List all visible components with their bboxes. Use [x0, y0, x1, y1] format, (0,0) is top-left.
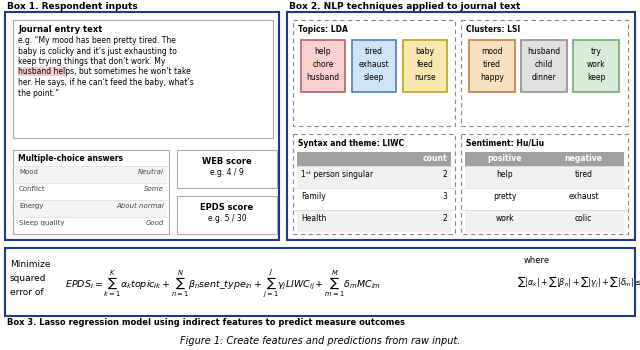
Text: exhaust: exhaust: [568, 192, 599, 201]
Bar: [177, 150, 277, 188]
Text: nurse: nurse: [414, 73, 436, 82]
Text: $\sum|\alpha_k|+\sum|\beta_n|+\sum|\gamma_j|+\sum|\delta_m|\leq t$: $\sum|\alpha_k|+\sum|\beta_n|+\sum|\gamm…: [517, 274, 640, 289]
Text: Mood: Mood: [19, 169, 38, 175]
Text: Some: Some: [144, 186, 164, 192]
Text: Topics: LDA: Topics: LDA: [298, 25, 348, 34]
Text: baby is colicky and it’s just exhausting to: baby is colicky and it’s just exhausting…: [18, 47, 177, 56]
Text: Family: Family: [301, 192, 326, 201]
Bar: [297, 152, 451, 166]
Text: try: try: [591, 47, 602, 56]
Bar: [469, 40, 515, 92]
Text: 2: 2: [442, 214, 447, 223]
Bar: [465, 188, 624, 210]
Text: 1ˢᵗ person singular: 1ˢᵗ person singular: [301, 170, 373, 179]
Text: help: help: [315, 47, 332, 56]
Text: e.g. 5 / 30: e.g. 5 / 30: [208, 214, 246, 223]
Text: count: count: [422, 154, 447, 163]
Bar: [352, 40, 396, 92]
Bar: [15, 217, 167, 234]
Bar: [5, 248, 635, 316]
Text: husband: husband: [307, 73, 340, 82]
Text: About normal: About normal: [116, 203, 164, 209]
Text: tired: tired: [483, 60, 501, 69]
Bar: [177, 196, 277, 234]
Bar: [465, 152, 624, 166]
Text: husband helps, but sometimes he won’t take: husband helps, but sometimes he won’t ta…: [18, 68, 191, 77]
Text: baby: baby: [415, 47, 435, 56]
Bar: [521, 40, 567, 92]
Text: pretty: pretty: [493, 192, 516, 201]
Text: WEB score: WEB score: [202, 157, 252, 166]
Text: sleep: sleep: [364, 73, 384, 82]
Bar: [403, 40, 447, 92]
Bar: [287, 12, 635, 240]
Text: child: child: [535, 60, 553, 69]
Text: EPDS score: EPDS score: [200, 203, 253, 212]
Bar: [13, 20, 273, 138]
Bar: [297, 166, 451, 188]
Text: Box 2. NLP techniques applied to journal text: Box 2. NLP techniques applied to journal…: [289, 2, 520, 11]
Text: exhaust: exhaust: [358, 60, 389, 69]
Text: the point.”: the point.”: [18, 89, 59, 98]
Text: Good: Good: [146, 220, 164, 226]
Text: feed: feed: [417, 60, 433, 69]
Bar: [461, 134, 628, 234]
Bar: [301, 40, 345, 92]
Text: Health: Health: [301, 214, 326, 223]
Bar: [465, 166, 624, 188]
Text: Journal entry text: Journal entry text: [18, 25, 102, 34]
Bar: [293, 134, 455, 234]
Text: where: where: [524, 256, 550, 265]
Text: negative: negative: [564, 154, 602, 163]
Text: keep trying things that don’t work. My: keep trying things that don’t work. My: [18, 57, 165, 66]
Text: Multiple-choice answers: Multiple-choice answers: [18, 154, 123, 163]
Text: her. He says, if he can’t feed the baby, what’s: her. He says, if he can’t feed the baby,…: [18, 78, 194, 87]
Bar: [297, 188, 451, 210]
Text: $EPDS_i = \sum_{k=1}^{K}\alpha_k topic_{ik} + \sum_{n=1}^{N}\beta_n sent\_type_{: $EPDS_i = \sum_{k=1}^{K}\alpha_k topic_{…: [65, 268, 381, 300]
Text: Minimize: Minimize: [10, 260, 51, 269]
Text: Box 3. Lasso regression model using indirect features to predict measure outcome: Box 3. Lasso regression model using indi…: [7, 318, 405, 327]
Text: Sentiment: Hu/Liu: Sentiment: Hu/Liu: [466, 139, 544, 148]
Bar: [573, 40, 619, 92]
Text: Energy: Energy: [19, 203, 44, 209]
Text: error of: error of: [10, 288, 44, 297]
Text: tired: tired: [365, 47, 383, 56]
Bar: [461, 20, 628, 126]
Text: Syntax and theme: LIWC: Syntax and theme: LIWC: [298, 139, 404, 148]
Text: Neutral: Neutral: [138, 169, 164, 175]
Text: Box 1. Respondent inputs: Box 1. Respondent inputs: [7, 2, 138, 11]
Text: work: work: [495, 214, 514, 223]
Text: husband: husband: [527, 47, 561, 56]
Text: positive: positive: [487, 154, 522, 163]
Bar: [297, 210, 451, 232]
Text: tired: tired: [575, 170, 593, 179]
Text: help: help: [496, 170, 513, 179]
Text: work: work: [587, 60, 605, 69]
Text: e.g. “My mood has been pretty tired. The: e.g. “My mood has been pretty tired. The: [18, 36, 176, 45]
Bar: [13, 150, 169, 234]
Text: chore: chore: [312, 60, 333, 69]
Text: mood: mood: [481, 47, 503, 56]
Text: 3: 3: [442, 192, 447, 201]
Bar: [5, 12, 279, 240]
Text: Conflict: Conflict: [19, 186, 45, 192]
Text: dinner: dinner: [532, 73, 556, 82]
Text: squared: squared: [10, 274, 47, 283]
Bar: [18, 66, 66, 76]
Text: keep: keep: [587, 73, 605, 82]
Text: colic: colic: [575, 214, 592, 223]
Text: e.g. 4 / 9: e.g. 4 / 9: [210, 168, 244, 177]
Text: Figure 1: Create features and predictions from raw input.: Figure 1: Create features and prediction…: [180, 336, 460, 346]
Bar: [465, 210, 624, 232]
Bar: [15, 183, 167, 200]
Text: 2: 2: [442, 170, 447, 179]
Bar: [15, 200, 167, 217]
Bar: [15, 166, 167, 183]
Text: Sleep quality: Sleep quality: [19, 220, 65, 226]
Text: Clusters: LSI: Clusters: LSI: [466, 25, 520, 34]
Bar: [293, 20, 455, 126]
Text: happy: happy: [480, 73, 504, 82]
